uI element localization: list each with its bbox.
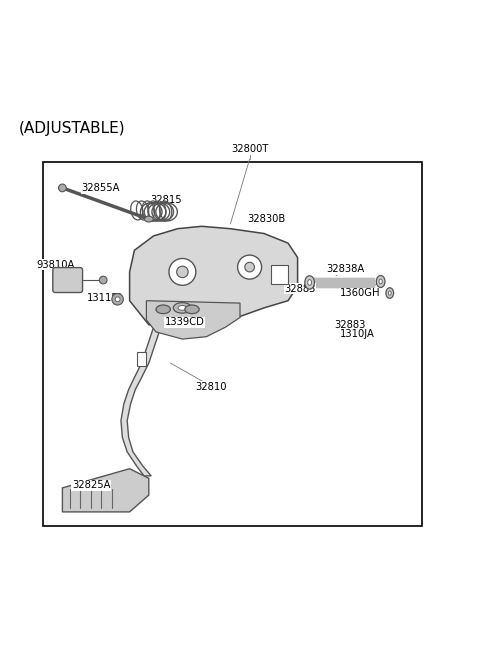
Ellipse shape bbox=[156, 305, 170, 314]
FancyBboxPatch shape bbox=[43, 161, 422, 527]
Ellipse shape bbox=[386, 288, 394, 299]
Circle shape bbox=[245, 262, 254, 272]
Circle shape bbox=[177, 266, 188, 277]
Polygon shape bbox=[146, 301, 240, 339]
Text: 32800T: 32800T bbox=[231, 144, 268, 154]
Ellipse shape bbox=[178, 306, 187, 310]
Text: 1360GH: 1360GH bbox=[340, 289, 380, 299]
Ellipse shape bbox=[185, 305, 199, 314]
Text: 1339CD: 1339CD bbox=[165, 317, 205, 328]
Ellipse shape bbox=[379, 279, 383, 284]
Text: 32883: 32883 bbox=[284, 284, 316, 294]
Text: (ADJUSTABLE): (ADJUSTABLE) bbox=[19, 121, 126, 136]
Circle shape bbox=[59, 184, 66, 192]
Text: 32825A: 32825A bbox=[72, 480, 110, 490]
Ellipse shape bbox=[308, 279, 312, 285]
Ellipse shape bbox=[376, 275, 385, 287]
Circle shape bbox=[99, 276, 107, 284]
Ellipse shape bbox=[173, 302, 192, 313]
Circle shape bbox=[112, 293, 123, 305]
Circle shape bbox=[169, 258, 196, 285]
Text: 32815: 32815 bbox=[150, 195, 181, 205]
Circle shape bbox=[115, 297, 120, 302]
Ellipse shape bbox=[305, 275, 314, 289]
Polygon shape bbox=[62, 469, 149, 512]
Circle shape bbox=[238, 255, 262, 279]
Text: 32830B: 32830B bbox=[247, 214, 286, 224]
Text: 1311FA: 1311FA bbox=[87, 293, 124, 303]
Text: 32838A: 32838A bbox=[326, 264, 365, 275]
FancyBboxPatch shape bbox=[271, 265, 288, 284]
Ellipse shape bbox=[144, 216, 153, 222]
Text: 32855A: 32855A bbox=[82, 183, 120, 193]
Text: 93810A: 93810A bbox=[36, 260, 74, 270]
Text: 1310JA: 1310JA bbox=[340, 330, 375, 339]
Polygon shape bbox=[121, 308, 166, 476]
Text: 32883: 32883 bbox=[335, 320, 366, 330]
Bar bbox=[137, 352, 146, 366]
Ellipse shape bbox=[388, 291, 391, 295]
Polygon shape bbox=[130, 226, 298, 330]
FancyBboxPatch shape bbox=[53, 268, 83, 293]
Text: 32810: 32810 bbox=[195, 382, 227, 392]
